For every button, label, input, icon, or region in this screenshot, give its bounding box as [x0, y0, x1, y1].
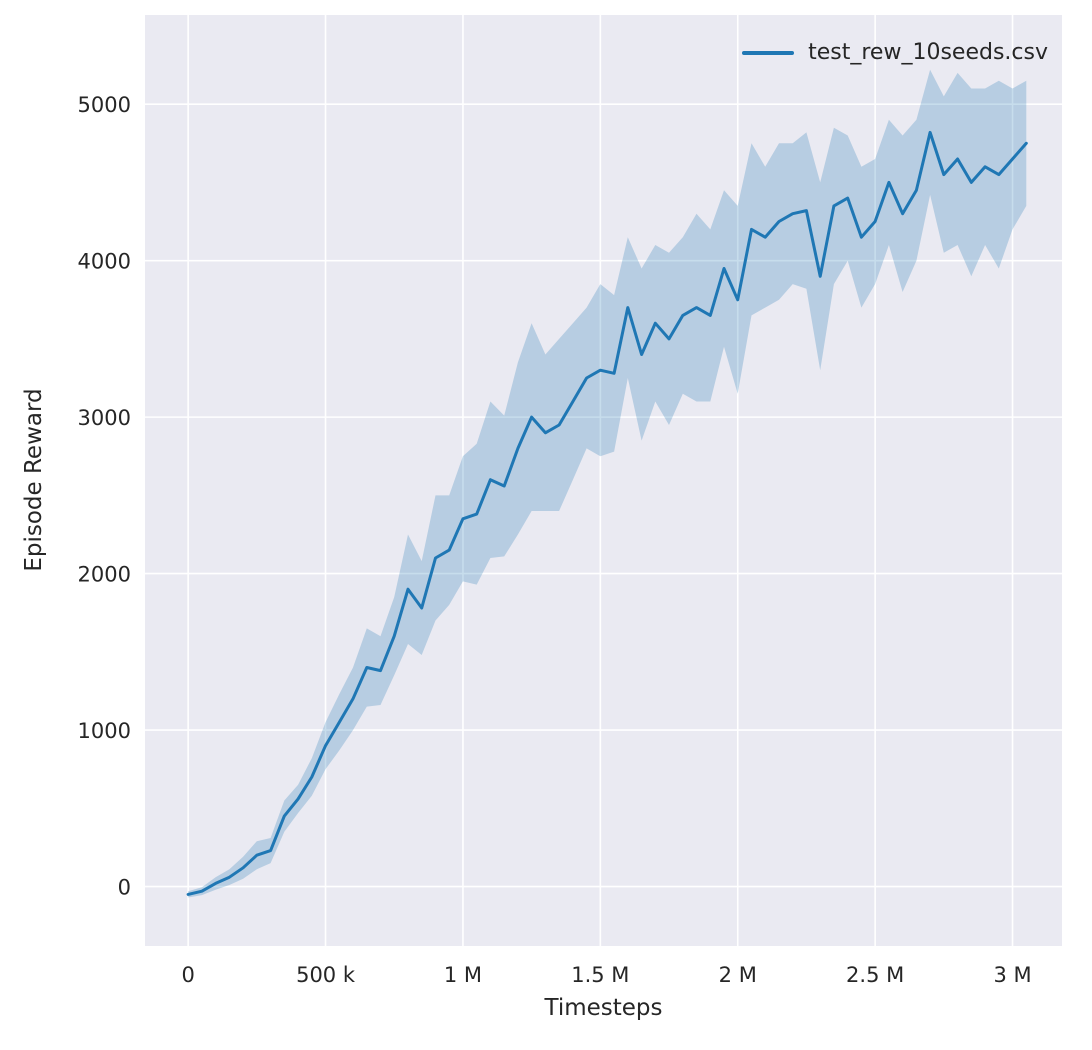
y-tick-label: 5000	[78, 93, 131, 117]
tick-labels: 0 500 k 1 M 1.5 M 2 M 2.5 M 3 M 0 1000 2000 3000 40…	[78, 93, 1032, 987]
legend-line-swatch	[742, 50, 795, 55]
y-tick-label: 4000	[78, 250, 131, 274]
x-tick-label: 1.5 M	[571, 963, 629, 987]
reward-line	[186, 130, 1028, 896]
x-tick-label: 500 k	[296, 963, 356, 987]
x-tick-label: 2 M	[719, 963, 757, 987]
y-tick-label: 0	[118, 876, 131, 900]
gridlines	[145, 15, 1062, 946]
x-tick-label: 2.5 M	[846, 963, 904, 987]
y-axis-label: Episode Reward	[21, 388, 47, 572]
plot-background	[145, 15, 1062, 946]
x-tick-label: 0	[181, 963, 194, 987]
y-tick-label: 1000	[78, 719, 131, 743]
legend: test_rew_10seeds.csv	[742, 40, 1048, 65]
x-axis-label: Timesteps	[544, 995, 663, 1021]
legend-label: test_rew_10seeds.csv	[808, 40, 1048, 65]
x-tick-label: 3 M	[993, 963, 1031, 987]
y-tick-label: 3000	[78, 406, 131, 430]
confidence-band	[188, 69, 1027, 898]
y-tick-label: 2000	[78, 563, 131, 587]
x-tick-label: 1 M	[444, 963, 482, 987]
